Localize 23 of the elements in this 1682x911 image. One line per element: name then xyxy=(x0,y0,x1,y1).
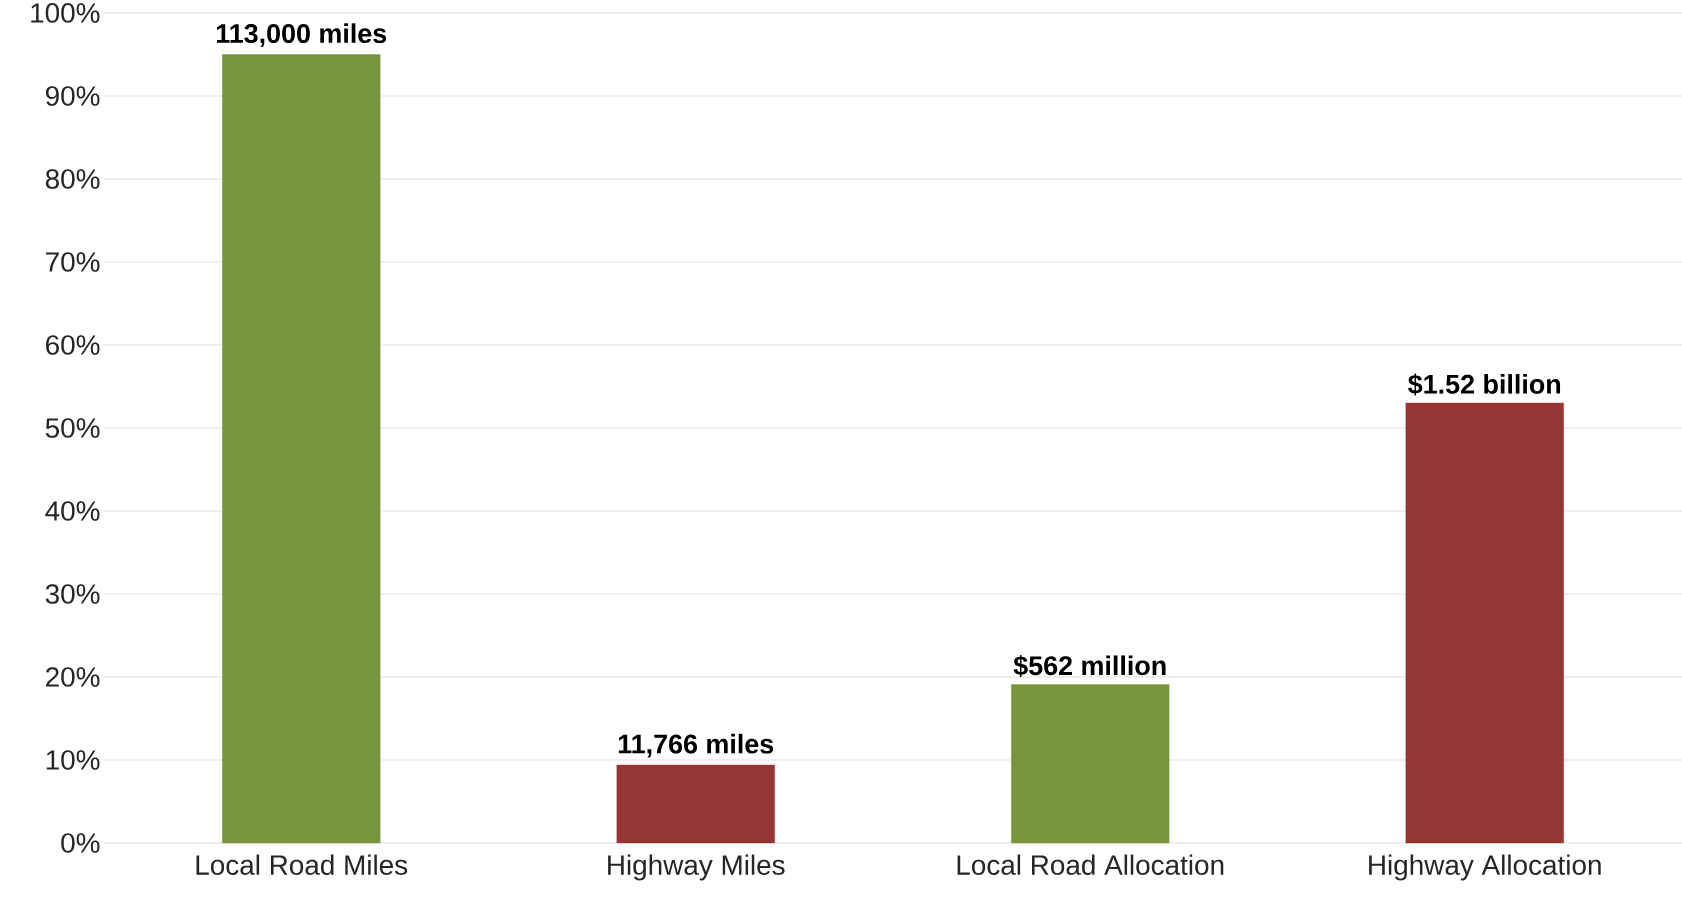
y-tick-label: 20% xyxy=(46,667,100,687)
annotation: $1.52 billion xyxy=(1408,373,1561,396)
y-tick-label: 100% xyxy=(31,3,100,23)
annotation: 11,766 miles xyxy=(618,733,774,758)
y-tick-label: 60% xyxy=(46,335,100,355)
bar xyxy=(1405,402,1564,844)
annotation: $562 million xyxy=(1013,654,1166,677)
y-tick-label: 30% xyxy=(45,584,100,604)
x-tick-label: Highway Miles xyxy=(608,854,785,881)
y-tick-label: 50% xyxy=(45,418,100,438)
x-tick-label: Local Road Allocation xyxy=(957,854,1224,875)
bar xyxy=(616,764,775,844)
y-tick-label: 90% xyxy=(45,86,100,106)
x-tick-label: Highway Allocation xyxy=(1369,854,1601,881)
bar xyxy=(1011,684,1170,844)
y-tick-label: 0% xyxy=(61,833,100,853)
y-tick-label: 40% xyxy=(45,501,100,521)
y-tick-label: 10% xyxy=(46,750,100,770)
annotation: 113,000 miles xyxy=(216,23,387,47)
bar xyxy=(222,54,381,844)
y-tick-label: 70% xyxy=(46,252,100,272)
y-tick-label: 80% xyxy=(45,169,100,189)
x-tick-label: Local Road Miles xyxy=(196,854,408,875)
